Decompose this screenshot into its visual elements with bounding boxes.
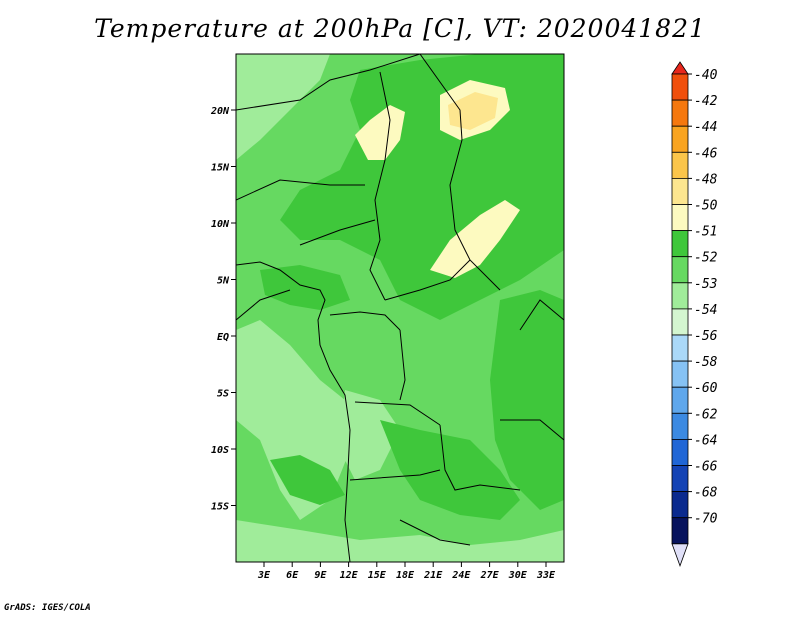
colorbar-label: -44 <box>694 120 717 135</box>
lon-tick-label: 12E <box>340 570 359 581</box>
colorbar-label: -68 <box>694 486 718 501</box>
lon-tick-label: 6E <box>286 570 299 581</box>
colorbar-label: -53 <box>694 277 717 292</box>
colorbar-label: -50 <box>694 199 718 214</box>
colorbar-label: -60 <box>694 381 718 396</box>
latitude-axis: 20N 15N 10N 5N EQ 5S 10S 15S <box>210 106 236 513</box>
lon-tick-label: 24E <box>451 570 471 581</box>
map-frame <box>235 53 565 563</box>
colorbar-label: -52 <box>694 251 718 266</box>
colorbar-label: -66 <box>694 460 718 475</box>
contour-region-51-sudan <box>430 200 520 278</box>
colorbar-label: -48 <box>694 172 718 187</box>
contour-region-52-gulf <box>260 265 350 310</box>
colorbar-label: -58 <box>694 355 718 370</box>
colorbar-swatch <box>671 230 689 258</box>
lon-tick-label: 18E <box>396 570 415 581</box>
contour-region-52-east <box>490 290 564 510</box>
contour-region-54-center <box>340 390 400 480</box>
colorbar-top-arrow <box>671 61 689 75</box>
colorbar-label: -42 <box>694 94 718 109</box>
colorbar-swatch <box>671 177 689 205</box>
lon-tick-label: 15E <box>368 570 387 581</box>
lon-tick-label: 21E <box>423 570 443 581</box>
colorbar-swatch <box>671 517 689 545</box>
contour-region-54-south <box>236 520 564 562</box>
colorbar-label: -46 <box>694 146 718 161</box>
lat-tick-label: 10N <box>211 219 230 230</box>
colorbar-label: -56 <box>694 329 718 344</box>
lon-tick-label: 27E <box>480 570 500 581</box>
colorbar-label: -51 <box>694 225 717 240</box>
lat-tick-label: 5S <box>217 389 229 400</box>
colorbar: -40 -42 -44 -46 -48 -50 -51 -52 -53 -54 -56 -58 -60 -… <box>671 61 718 567</box>
grads-credit: GrADS: IGES/COLA <box>4 603 91 613</box>
contour-region-52-southwest <box>270 455 345 505</box>
colorbar-label: -54 <box>694 303 717 318</box>
colorbar-label: -70 <box>694 512 718 527</box>
lat-tick-label: 15N <box>211 163 230 174</box>
contour-region-52-southcentral <box>380 420 520 520</box>
colorbar-swatch <box>671 360 689 388</box>
colorbar-label: -62 <box>694 407 718 422</box>
colorbar-swatch <box>671 282 689 310</box>
lon-tick-label: 9E <box>314 570 327 581</box>
colorbar-swatch <box>671 256 689 284</box>
longitude-axis: 3E 6E 9E 12E 15E 18E 21E 24E 27E 30E 33E <box>257 562 556 581</box>
colorbar-label: -64 <box>694 433 717 448</box>
colorbar-bottom-arrow <box>671 543 689 567</box>
colorbar-swatch <box>671 334 689 362</box>
lon-tick-label: 3E <box>257 570 271 581</box>
lat-tick-label: EQ <box>217 332 229 343</box>
coastline-west-africa <box>236 261 351 562</box>
contour-region-51-sahara <box>355 105 405 160</box>
contour-field <box>236 54 564 562</box>
colorbar-swatch <box>671 465 689 493</box>
lon-tick-label: 30E <box>508 570 528 581</box>
colorbar-swatch <box>671 412 689 440</box>
colorbar-swatch <box>671 308 689 336</box>
colorbar-swatch <box>671 204 689 232</box>
colorbar-swatch <box>671 438 689 466</box>
lat-tick-label: 5N <box>217 276 230 287</box>
colorbar-swatch <box>671 491 689 519</box>
country-borders <box>236 54 564 562</box>
lat-tick-label: 15S <box>211 502 229 513</box>
lat-tick-label: 20N <box>210 106 230 117</box>
colorbar-swatch <box>671 99 689 127</box>
colorbar-swatch <box>671 125 689 153</box>
chart-title: Temperature at 200hPa [C], VT: 202004182… <box>94 14 706 43</box>
lat-tick-label: 10S <box>211 445 229 456</box>
colorbar-swatch <box>671 151 689 179</box>
border-lines <box>236 54 564 546</box>
contour-region-54-north <box>236 54 330 160</box>
colorbar-swatch <box>671 73 689 101</box>
colorbar-swatch <box>671 386 689 414</box>
lon-tick-label: 33E <box>536 570 556 581</box>
colorbar-label: -40 <box>694 68 718 83</box>
